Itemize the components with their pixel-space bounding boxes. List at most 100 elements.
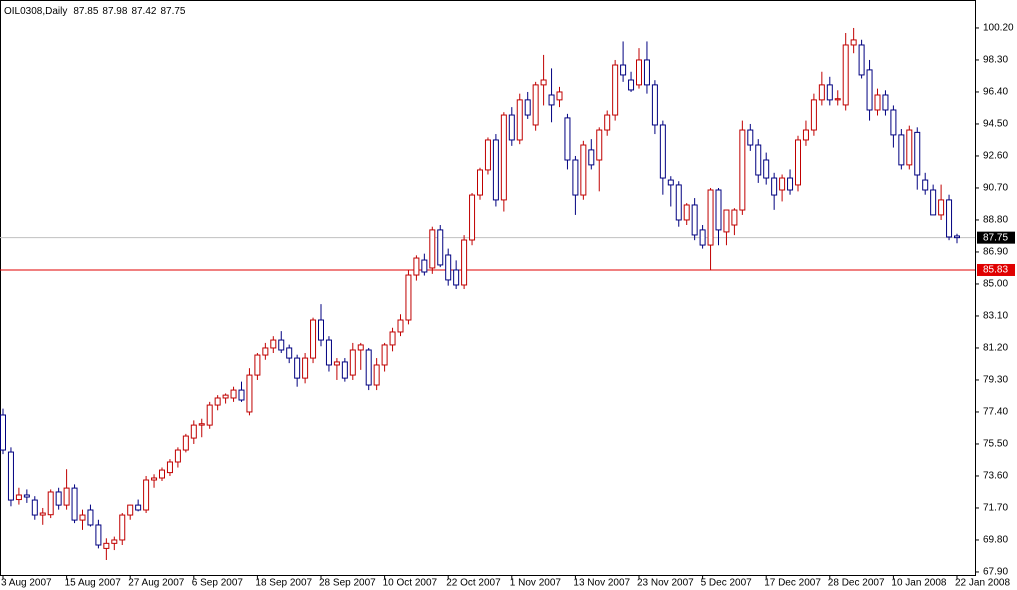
candle-body (413, 257, 420, 276)
candle-body (866, 69, 873, 111)
y-tick-label: 71.70 (983, 503, 1008, 514)
x-tick-label: 27 Aug 2007 (128, 578, 185, 589)
candle-body (262, 347, 269, 356)
x-tick-label: 17 Dec 2007 (764, 578, 821, 589)
x-tick-label: 23 Nov 2007 (637, 578, 694, 589)
candle-body (850, 39, 857, 46)
last-close: 87.75 (160, 6, 185, 17)
x-tick-label: 1 Nov 2007 (510, 578, 562, 589)
candle-body (127, 504, 134, 516)
candle-body (429, 229, 436, 269)
candle-body (461, 239, 468, 286)
candle-body (405, 274, 412, 321)
candle-body (715, 189, 722, 231)
candle-body (484, 139, 491, 171)
candle-body (636, 59, 642, 86)
candle-body (572, 159, 579, 196)
y-tick-label: 69.80 (983, 535, 1008, 546)
candle-body (802, 129, 809, 141)
candle-body (882, 94, 889, 111)
candle-body (445, 254, 452, 281)
candle-body (675, 184, 682, 221)
level-label: 85.83 (983, 265, 1008, 276)
plot-frame (0, 0, 976, 576)
candle-body (771, 177, 778, 196)
candle-body (151, 477, 158, 481)
candle-body (492, 139, 499, 201)
candle-body (206, 404, 213, 426)
candle-body (874, 94, 881, 111)
candle-body (842, 44, 849, 106)
candle-body (365, 349, 372, 386)
candle-body (39, 512, 46, 516)
x-tick-label: 10 Oct 2007 (383, 578, 438, 589)
candle-body (15, 494, 22, 501)
candle-body (135, 504, 142, 511)
level-label-box (977, 263, 1015, 276)
last-price-box (977, 231, 1015, 244)
candle-body (954, 235, 960, 239)
candle-body (810, 99, 817, 131)
candle-body (795, 139, 801, 186)
candle-body (707, 189, 714, 246)
candle-body (946, 199, 953, 238)
y-tick-label: 81.20 (983, 343, 1008, 354)
last-open: 87.85 (73, 6, 98, 17)
candle-body (922, 179, 929, 191)
candle-body (755, 144, 762, 176)
y-tick-label: 83.10 (983, 311, 1008, 322)
last-high: 87.98 (102, 6, 127, 17)
candle-body (238, 389, 245, 401)
candle-body (111, 539, 118, 544)
candle-body (7, 451, 14, 501)
candle-body (421, 259, 428, 273)
symbol-title: OIL0308,Daily (4, 6, 67, 17)
candle-body (302, 357, 309, 379)
candle-body (87, 509, 94, 526)
y-tick-label: 86.90 (983, 247, 1008, 258)
candle-body (596, 129, 603, 161)
y-tick-label: 94.50 (983, 119, 1008, 130)
y-tick-label: 88.80 (983, 215, 1008, 226)
y-tick-label: 75.50 (983, 439, 1008, 450)
candle-body (898, 134, 905, 166)
candle-body (341, 361, 348, 379)
candle-body (63, 487, 70, 506)
candle-body (349, 349, 356, 376)
last-price-label: 87.75 (983, 232, 1008, 243)
y-tick-label: 100.20 (983, 23, 1014, 34)
candle-body (723, 209, 730, 233)
candle-body (667, 179, 674, 186)
y-tick-label: 67.90 (983, 567, 1008, 578)
candle-body (524, 99, 531, 116)
candle-body (556, 91, 563, 101)
candle-body (286, 347, 293, 359)
candle-body (373, 364, 380, 386)
candle-body (516, 99, 523, 141)
candle-body (381, 344, 388, 366)
candle-body (604, 114, 611, 131)
candle-body (818, 84, 825, 101)
candle-body (389, 331, 396, 346)
candle-body (548, 94, 555, 106)
candle-body (564, 117, 571, 161)
candle-body (198, 423, 205, 426)
candle-body (182, 435, 189, 451)
candle-body (890, 109, 897, 136)
candle-body (731, 209, 738, 226)
candle-body (333, 361, 340, 366)
chart-header: OIL0308,Daily 87.85 87.98 87.42 87.75 (4, 6, 186, 17)
candle-body (103, 542, 110, 549)
x-tick-label: 5 Dec 2007 (701, 578, 753, 589)
x-tick-label: 13 Nov 2007 (573, 578, 630, 589)
candle-body (214, 397, 221, 406)
candle-body (437, 229, 444, 266)
candle-body (47, 491, 54, 516)
candle-body (739, 129, 746, 211)
candle-body (310, 319, 317, 359)
candle-body (588, 149, 595, 166)
candle-body (0, 414, 6, 451)
last-low: 87.42 (131, 6, 156, 17)
candle-body (318, 319, 324, 341)
